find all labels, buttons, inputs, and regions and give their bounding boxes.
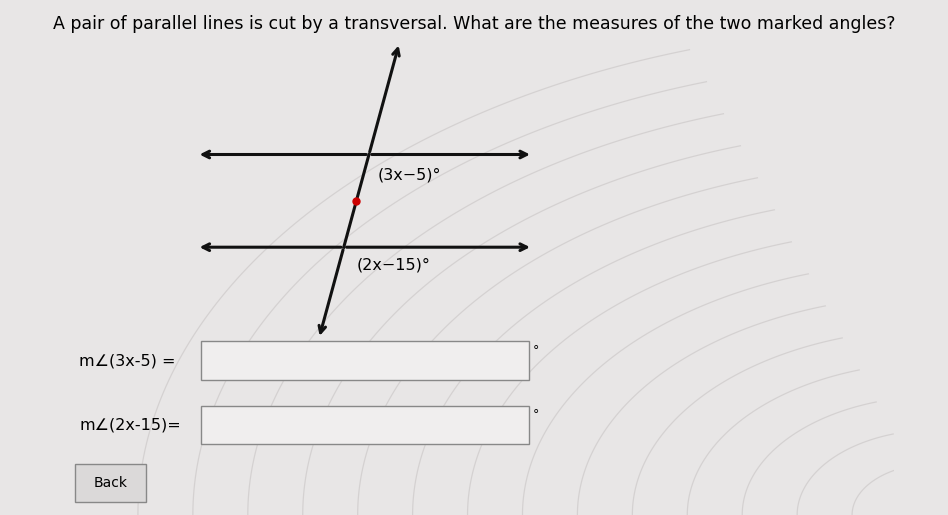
Text: m∠(2x-15)=: m∠(2x-15)= <box>79 417 181 433</box>
FancyBboxPatch shape <box>201 341 529 380</box>
Text: Back: Back <box>94 475 128 490</box>
Text: °: ° <box>533 408 539 421</box>
Text: (3x−5)°: (3x−5)° <box>377 167 441 182</box>
Text: °: ° <box>533 344 539 357</box>
Text: A pair of parallel lines is cut by a transversal. What are the measures of the t: A pair of parallel lines is cut by a tra… <box>53 15 895 33</box>
FancyBboxPatch shape <box>201 406 529 444</box>
Text: m∠(3x-5) =: m∠(3x-5) = <box>79 353 175 368</box>
Text: (2x−15)°: (2x−15)° <box>356 258 430 272</box>
FancyBboxPatch shape <box>75 464 146 502</box>
